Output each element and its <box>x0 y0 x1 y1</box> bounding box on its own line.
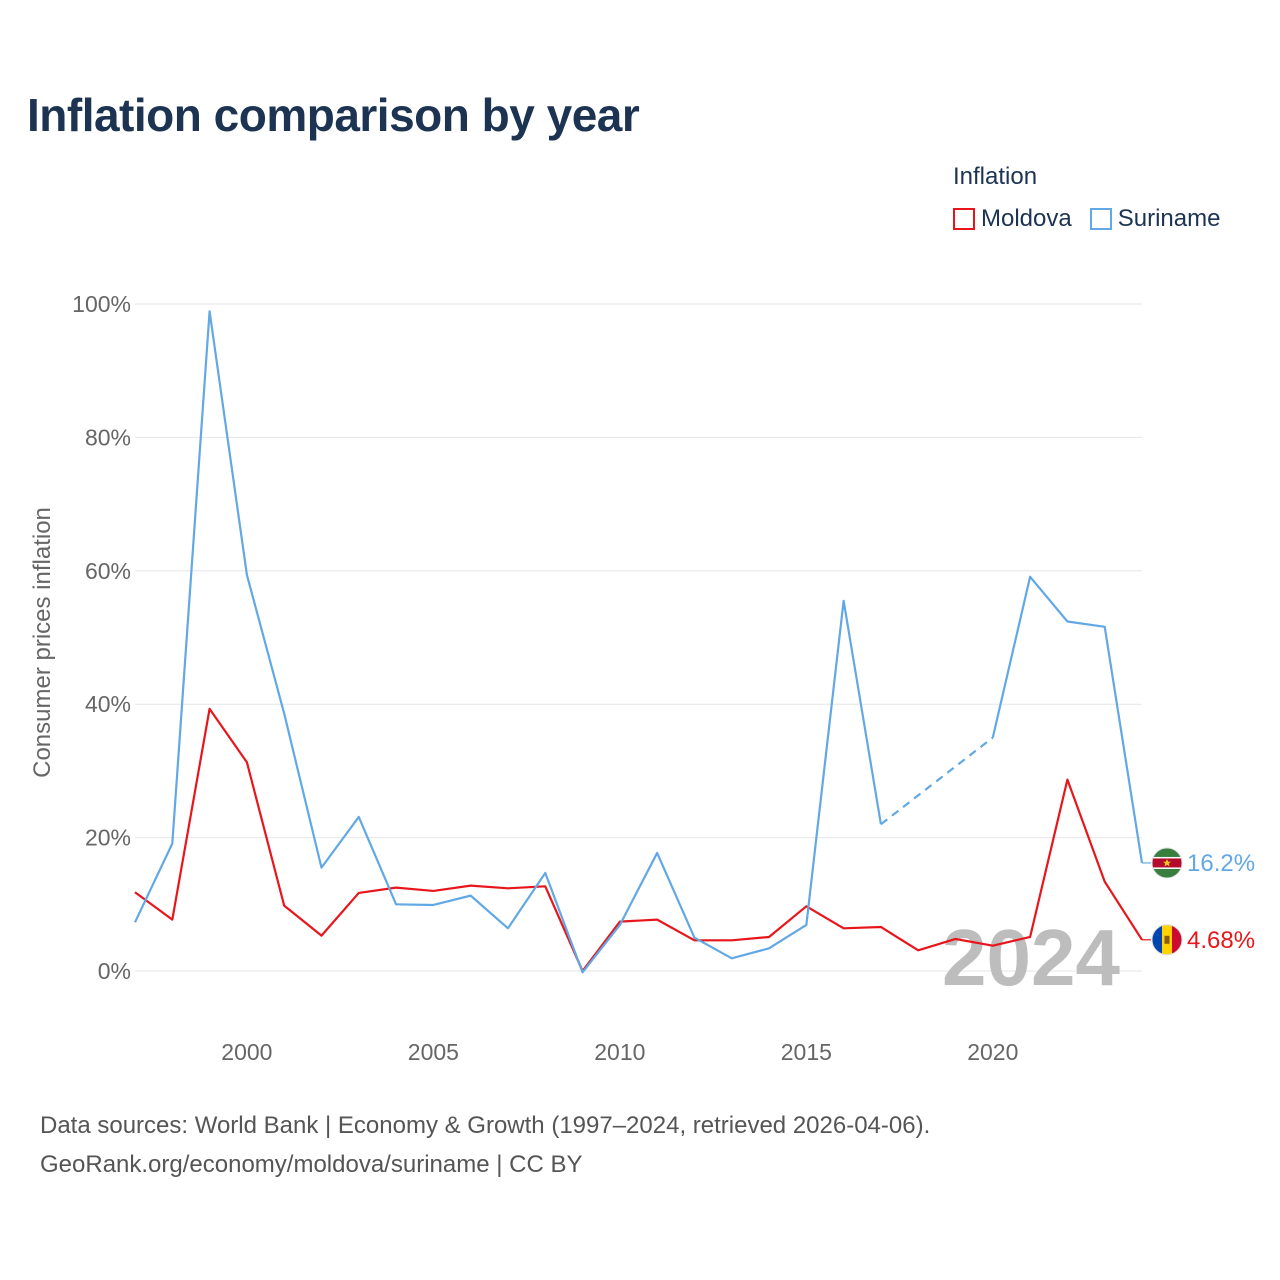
y-tick-label: 40% <box>85 691 131 717</box>
footer-link[interactable]: GeoRank.org/economy/moldova/suriname | C… <box>40 1151 583 1178</box>
suriname-flag-icon <box>1151 847 1183 879</box>
y-tick-label: 100% <box>72 291 131 317</box>
legend-label-suriname: Suriname <box>1117 205 1221 232</box>
legend-title: Inflation <box>953 163 1038 190</box>
x-tick-label: 2020 <box>967 1039 1018 1065</box>
x-axis-ticks: 2000 2005 2010 2015 2020 <box>221 1039 1018 1065</box>
legend-item-suriname[interactable]: Suriname <box>1089 205 1221 233</box>
footer: Data sources: World Bank | Economy & Gro… <box>40 1106 930 1184</box>
x-tick-label: 2015 <box>781 1039 832 1065</box>
series-lines <box>134 310 1144 974</box>
end-label-moldova: 4.68% <box>1187 927 1255 954</box>
legend-swatch-suriname <box>1089 208 1112 230</box>
series-line-suriname[interactable] <box>134 310 883 974</box>
y-tick-label: 60% <box>85 558 131 584</box>
y-axis-title: Consumer prices inflation <box>29 507 56 778</box>
footer-sources: Data sources: World Bank | Economy & Gro… <box>40 1112 931 1139</box>
series-line-moldova[interactable] <box>134 707 1143 973</box>
year-watermark: 2024 <box>942 913 1120 1002</box>
y-tick-label: 20% <box>85 825 131 851</box>
gridlines <box>135 303 1142 972</box>
end-label-suriname: 16.2% <box>1187 850 1255 877</box>
series-line-suriname[interactable] <box>991 575 1144 864</box>
legend: Moldova Suriname <box>953 205 1220 233</box>
chart-title: Inflation comparison by year <box>27 89 640 141</box>
moldova-flag-icon <box>1151 924 1183 956</box>
legend-label-moldova: Moldova <box>981 205 1072 232</box>
end-labels: 4.68% 16.2% <box>1142 847 1255 956</box>
series-gap-suriname <box>880 736 994 826</box>
legend-item-moldova[interactable]: Moldova <box>953 205 1072 233</box>
legend-swatch-moldova <box>953 208 975 230</box>
y-tick-label: 80% <box>85 424 131 450</box>
y-axis-ticks: 0% 20% 40% 60% 80% 100% <box>72 291 131 984</box>
x-tick-label: 2010 <box>594 1039 645 1065</box>
x-tick-label: 2000 <box>221 1039 272 1065</box>
x-tick-label: 2005 <box>408 1039 459 1065</box>
y-tick-label: 0% <box>98 958 131 984</box>
